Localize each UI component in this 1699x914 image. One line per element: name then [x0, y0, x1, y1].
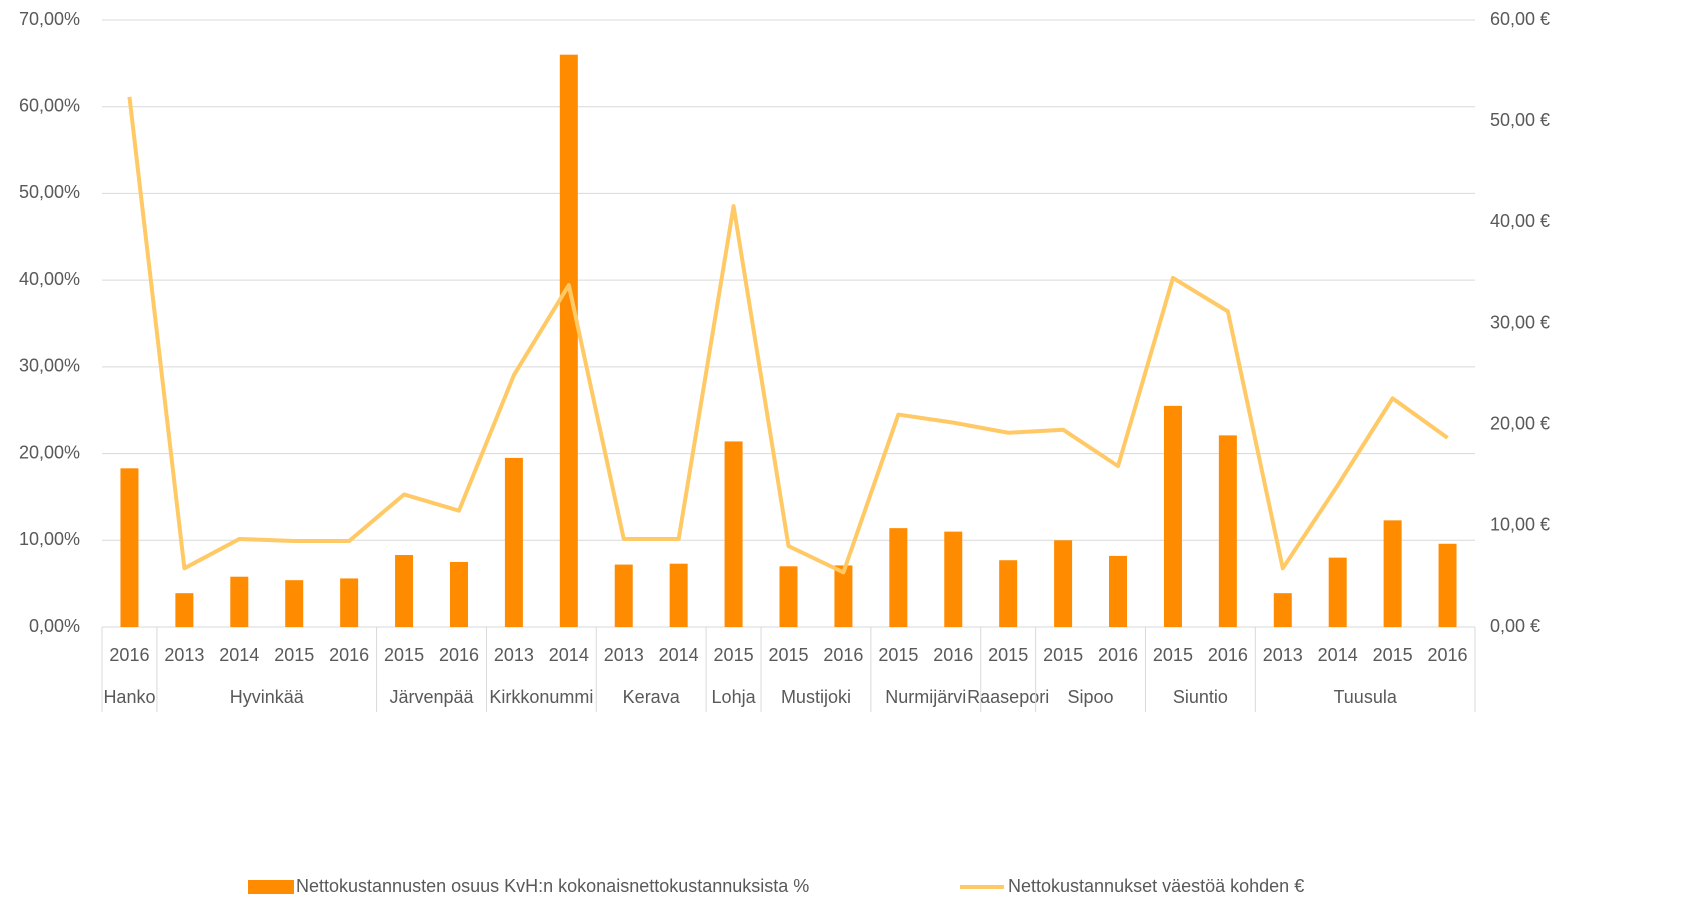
bar: [395, 555, 414, 627]
bar: [1273, 593, 1292, 627]
x-tick-label: 2014: [549, 645, 589, 665]
group-label: Mustijoki: [781, 687, 851, 707]
y2-tick-label: 40,00 €: [1490, 211, 1550, 231]
group-label: Kerava: [623, 687, 681, 707]
bar: [449, 561, 468, 627]
bar: [504, 457, 523, 627]
y-tick-label: 10,00%: [19, 529, 80, 549]
bar: [1438, 543, 1457, 627]
group-label: Siuntio: [1173, 687, 1228, 707]
y-tick-label: 50,00%: [19, 182, 80, 202]
y2-tick-label: 60,00 €: [1490, 9, 1550, 29]
x-tick-label: 2015: [988, 645, 1028, 665]
x-tick-label: 2013: [494, 645, 534, 665]
y-tick-label: 40,00%: [19, 269, 80, 289]
x-tick-label: 2013: [1263, 645, 1303, 665]
group-label: Nurmijärvi: [885, 687, 966, 707]
y-tick-label: 60,00%: [19, 95, 80, 115]
y2-tick-label: 10,00 €: [1490, 515, 1550, 535]
x-tick-label: 2016: [823, 645, 863, 665]
y-tick-label: 0,00%: [29, 616, 80, 636]
y2-tick-label: 20,00 €: [1490, 413, 1550, 433]
x-tick-label: 2015: [1373, 645, 1413, 665]
x-tick-label: 2014: [659, 645, 699, 665]
y2-tick-label: 50,00 €: [1490, 110, 1550, 130]
bar: [724, 441, 743, 627]
x-tick-label: 2015: [274, 645, 314, 665]
bar: [175, 593, 194, 627]
x-tick-label: 2016: [1098, 645, 1138, 665]
x-tick-label: 2014: [1318, 645, 1358, 665]
bar: [944, 531, 963, 627]
bar: [230, 576, 249, 627]
bar: [1054, 540, 1073, 627]
bar: [1328, 557, 1347, 627]
group-label: Kirkkonummi: [489, 687, 593, 707]
legend-swatch: [248, 880, 294, 894]
bar: [340, 578, 359, 627]
line: [127, 96, 1449, 575]
bar: [559, 54, 578, 627]
bar: [1383, 520, 1402, 627]
x-tick-label: 2013: [604, 645, 644, 665]
x-tick-label: 2015: [1153, 645, 1193, 665]
x-tick-label: 2016: [329, 645, 369, 665]
y-tick-label: 70,00%: [19, 9, 80, 29]
group-label: Sipoo: [1068, 687, 1114, 707]
bar: [1218, 435, 1237, 627]
bar: [999, 560, 1018, 627]
x-tick-label: 2016: [1428, 645, 1468, 665]
bar: [834, 565, 853, 627]
bar: [1163, 405, 1182, 627]
group-label: Järvenpää: [389, 687, 474, 707]
bar: [120, 468, 139, 627]
x-tick-label: 2015: [878, 645, 918, 665]
bar: [889, 528, 908, 627]
y2-tick-label: 30,00 €: [1490, 312, 1550, 332]
x-tick-label: 2015: [714, 645, 754, 665]
bar: [285, 580, 304, 627]
x-tick-label: 2016: [439, 645, 479, 665]
y-tick-label: 20,00%: [19, 442, 80, 462]
legend-label: Nettokustannukset väestöä kohden €: [1008, 876, 1304, 896]
group-label: Lohja: [712, 687, 757, 707]
x-tick-label: 2015: [384, 645, 424, 665]
y-tick-label: 30,00%: [19, 356, 80, 376]
x-tick-label: 2015: [1043, 645, 1083, 665]
bar: [614, 564, 633, 627]
x-tick-label: 2015: [768, 645, 808, 665]
group-label: Tuusula: [1333, 687, 1397, 707]
group-label: Hyvinkää: [230, 687, 305, 707]
x-tick-label: 2014: [219, 645, 259, 665]
x-tick-label: 2016: [1208, 645, 1248, 665]
y2-tick-label: 0,00 €: [1490, 616, 1540, 636]
group-label: Hanko: [103, 687, 155, 707]
bar: [669, 563, 688, 627]
x-tick-label: 2013: [164, 645, 204, 665]
x-tick-label: 2016: [933, 645, 973, 665]
group-label: Raasepori: [967, 687, 1049, 707]
bar: [779, 566, 798, 627]
legend-label: Nettokustannusten osuus KvH:n kokonaisne…: [296, 876, 809, 896]
x-tick-label: 2016: [109, 645, 149, 665]
bar: [1109, 555, 1128, 627]
